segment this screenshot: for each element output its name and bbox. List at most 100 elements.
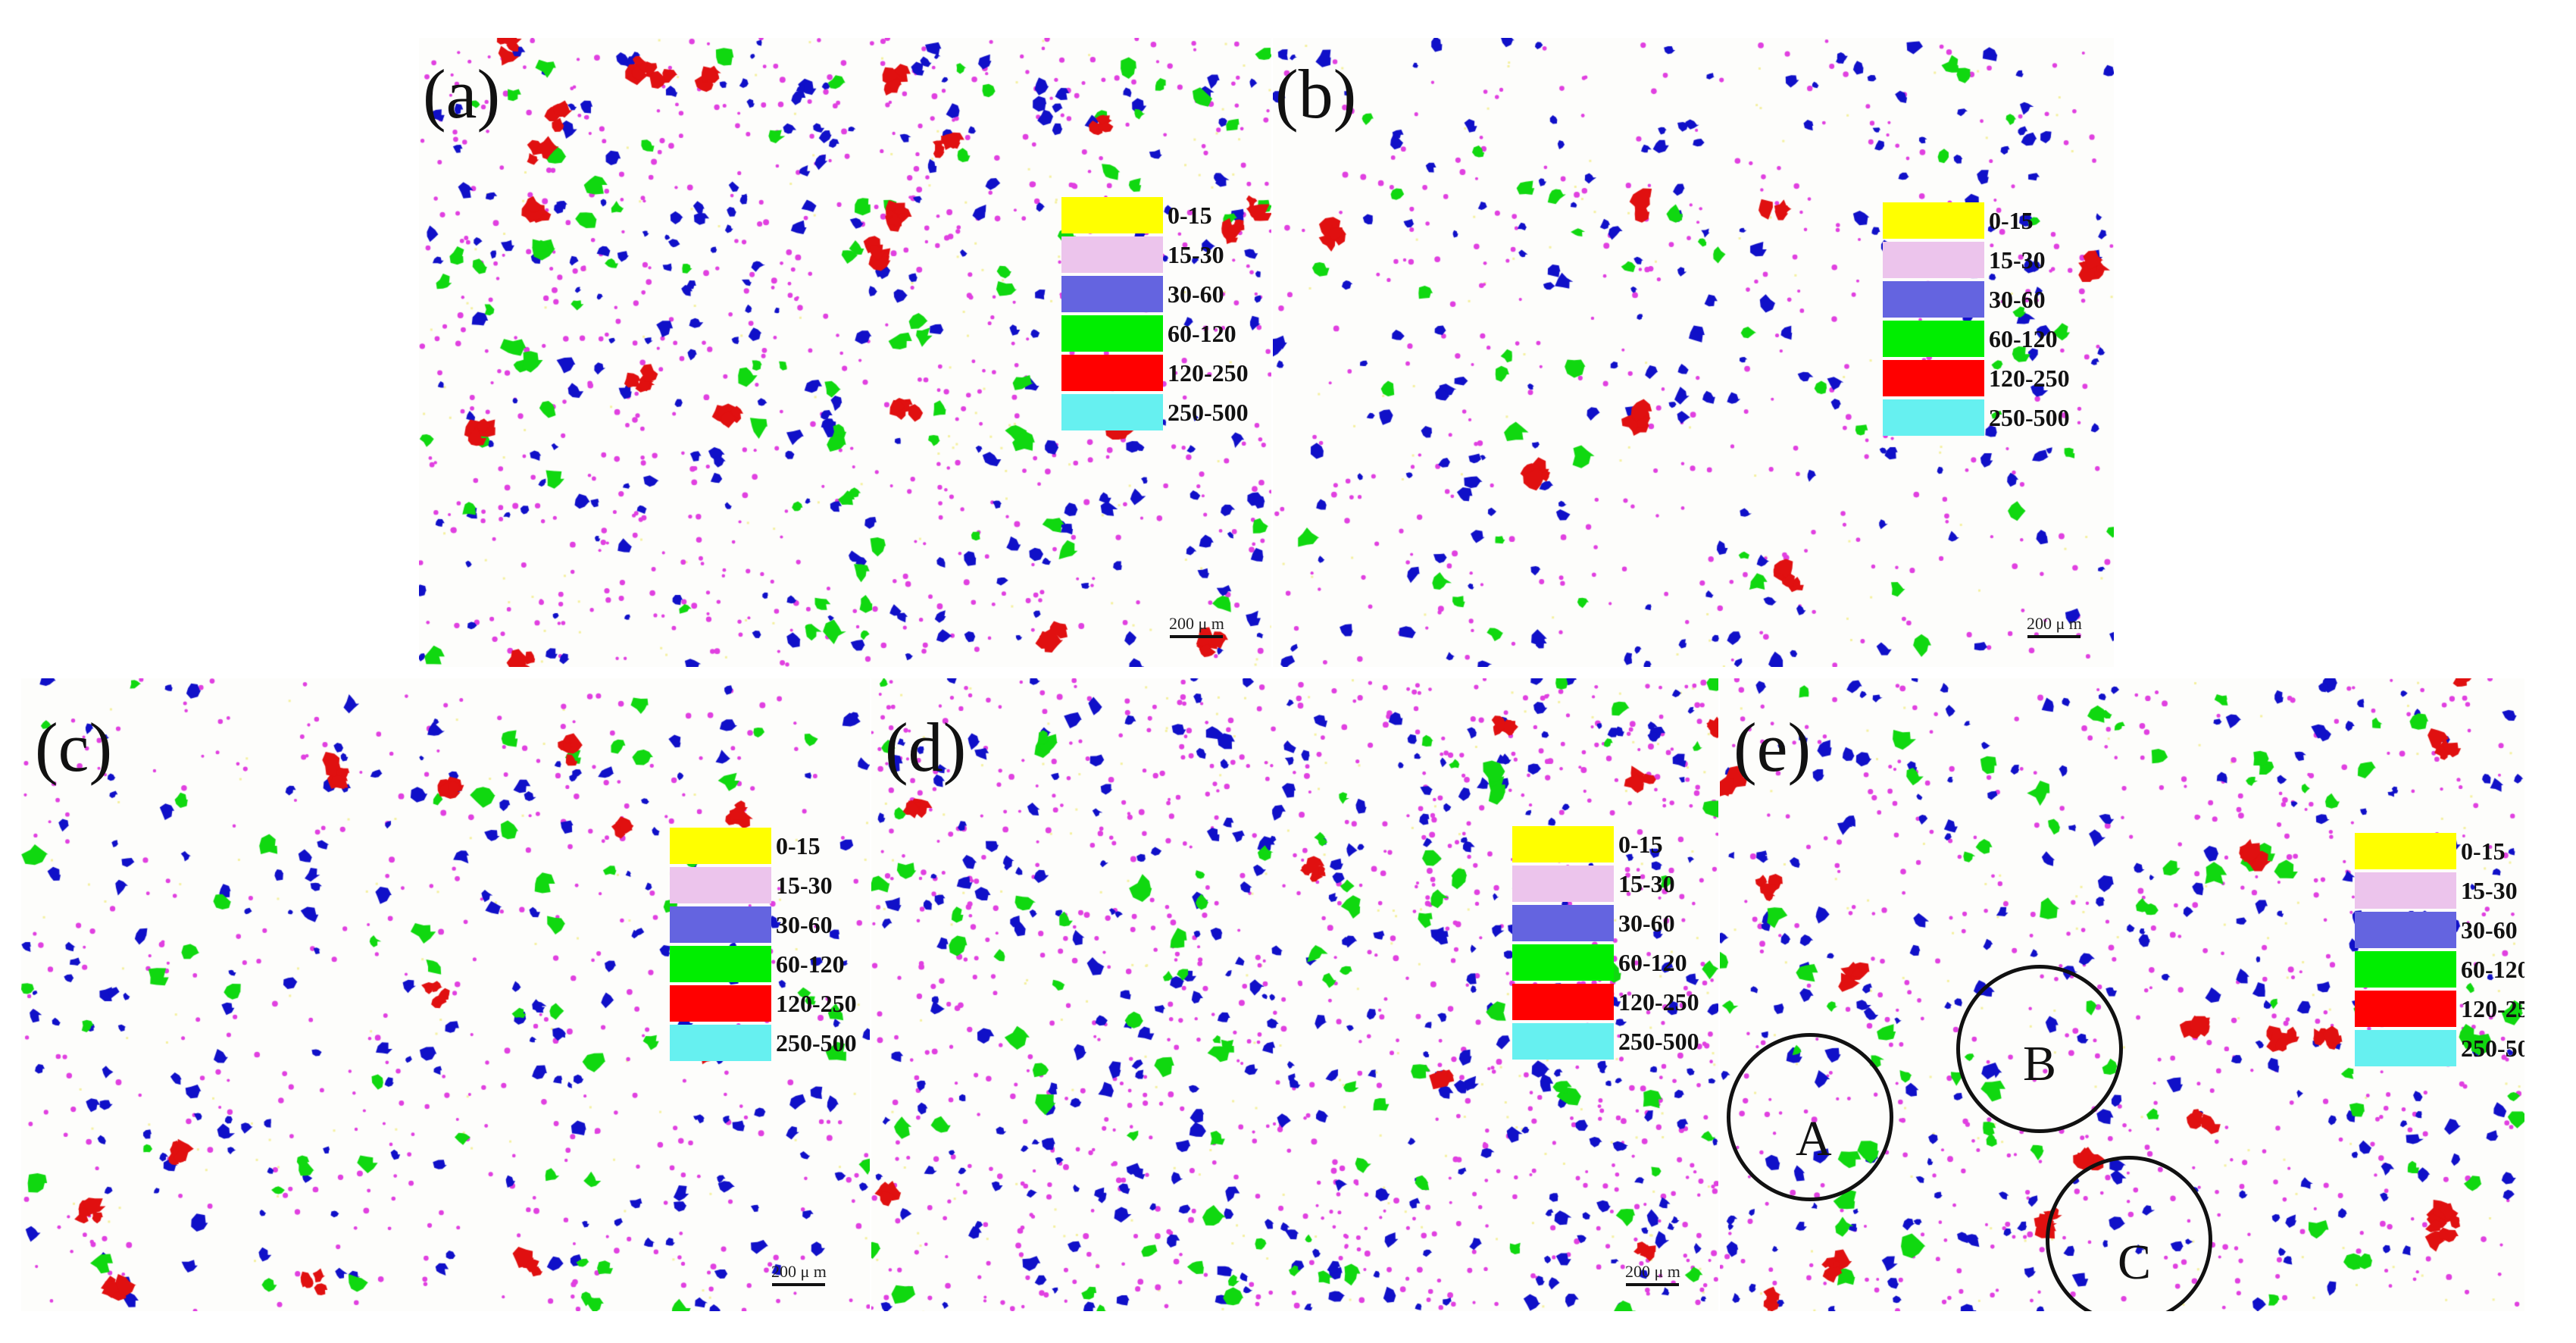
legend-swatch [670,906,771,943]
legend-label: 60-120 [2461,955,2524,983]
legend-label: 30-60 [1618,909,1675,937]
legend-entry: 15-30 [2355,871,2524,910]
scale-label-a: 200 μ m [1169,614,1224,633]
legend-entry: 15-30 [1061,235,1249,274]
legend-c: 0-15 15-30 30-60 60-120 120-250 250-500 [670,826,857,1063]
panel-label-b: (b) [1275,55,1357,133]
legend-entry: 15-30 [1883,240,2070,280]
legend-entry: 0-15 [2355,831,2524,871]
legend-entry: 15-30 [1512,864,1699,903]
legend-label: 120-250 [1168,358,1249,387]
legend-swatch [670,1025,771,1061]
legend-label: 0-15 [2461,837,2506,865]
region-label-c: C [2118,1235,2152,1290]
legend-label: 0-15 [1618,830,1663,858]
legend-swatch [1061,197,1163,233]
legend-entry: 60-120 [1512,943,1699,982]
legend-entry: 120-250 [1512,982,1699,1022]
legend-entry: 30-60 [1061,274,1249,314]
legend-swatch [1883,321,1984,357]
panel-label-d: (d) [885,709,967,786]
scalebar-a: 200 μ m [1169,614,1224,638]
region-label-a: A [1796,1111,1832,1166]
legend-entry: 250-500 [2355,1028,2524,1068]
legend-entry: 250-500 [670,1023,857,1063]
legend-swatch [2355,951,2456,988]
legend-e: 0-15 15-30 30-60 60-120 120-250 250-500 [2355,831,2524,1068]
legend-entry: 120-250 [670,984,857,1023]
legend-label: 30-60 [1168,280,1224,308]
legend-entry: 0-15 [1512,825,1699,864]
legend-swatch [1512,1023,1614,1060]
legend-label: 0-15 [1989,206,2034,234]
legend-a: 0-15 15-30 30-60 60-120 120-250 250-500 [1061,196,1249,432]
legend-swatch [1883,242,1984,278]
legend-entry: 250-500 [1061,393,1249,432]
panel-label-a: (a) [423,55,501,133]
legend-entry: 30-60 [1512,903,1699,943]
scale-label-d: 200 μ m [1625,1262,1680,1281]
legend-swatch [670,828,771,864]
legend-b: 0-15 15-30 30-60 60-120 120-250 250-500 [1883,201,2070,437]
legend-swatch [2355,872,2456,909]
legend-entry: 120-250 [1061,353,1249,393]
legend-label: 250-500 [776,1028,857,1057]
legend-label: 15-30 [1989,246,2046,274]
scalebar-b: 200 μ m [2027,614,2082,638]
legend-swatch [2355,991,2456,1027]
legend-entry: 60-120 [1883,319,2070,358]
legend-swatch [1061,276,1163,312]
legend-entry: 30-60 [1883,280,2070,319]
legend-swatch [1512,905,1614,941]
panel-label-e: (e) [1733,709,1812,786]
scale-line-b [2027,635,2081,638]
legend-swatch [1061,315,1163,352]
legend-label: 15-30 [1168,240,1224,268]
legend-entry: 0-15 [670,826,857,866]
micrograph-panel-a: (a) 0-15 15-30 30-60 60-120 120-250 250-500 2… [419,38,1271,667]
legend-label: 15-30 [2461,876,2518,904]
legend-entry: 120-250 [1883,358,2070,398]
legend-label: 0-15 [776,831,821,859]
legend-label: 120-250 [776,989,857,1017]
legend-swatch [1512,944,1614,981]
legend-swatch [1512,826,1614,862]
legend-label: 30-60 [2461,916,2518,944]
legend-label: 60-120 [1989,324,2058,352]
legend-label: 120-250 [2461,994,2524,1022]
legend-entry: 120-250 [2355,989,2524,1028]
legend-entry: 30-60 [2355,910,2524,950]
micrograph-panel-b: (b) 0-15 15-30 30-60 60-120 120-250 250-500 2… [1273,38,2114,667]
legend-swatch [2355,912,2456,948]
legend-label: 250-500 [1989,403,2070,431]
legend-entry: 250-500 [1883,398,2070,437]
legend-label: 15-30 [776,871,833,899]
legend-label: 250-500 [1618,1027,1699,1055]
legend-entry: 60-120 [2355,950,2524,989]
scalebar-d: 200 μ m [1625,1262,1680,1286]
panel-label-c: (c) [35,709,113,786]
scale-line-c [772,1283,826,1286]
legend-swatch [2355,833,2456,869]
scale-label-c: 200 μ m [771,1262,827,1281]
legend-swatch [2355,1030,2456,1066]
region-circle-b [1956,965,2123,1133]
legend-label: 250-500 [2461,1034,2524,1062]
legend-label: 0-15 [1168,201,1212,229]
legend-label: 60-120 [1168,319,1236,347]
legend-swatch [1883,281,1984,318]
legend-entry: 30-60 [670,905,857,944]
legend-swatch [670,985,771,1022]
legend-swatch [1061,355,1163,391]
legend-swatch [670,867,771,903]
particle-map-a [419,38,1271,667]
legend-entry: 250-500 [1512,1022,1699,1061]
legend-swatch [1883,399,1984,436]
legend-d: 0-15 15-30 30-60 60-120 120-250 250-500 [1512,825,1699,1061]
legend-label: 15-30 [1618,869,1675,897]
legend-label: 250-500 [1168,398,1249,426]
legend-swatch [1061,236,1163,273]
region-label-b: B [2023,1036,2057,1091]
legend-label: 60-120 [776,950,845,978]
legend-entry: 15-30 [670,866,857,905]
